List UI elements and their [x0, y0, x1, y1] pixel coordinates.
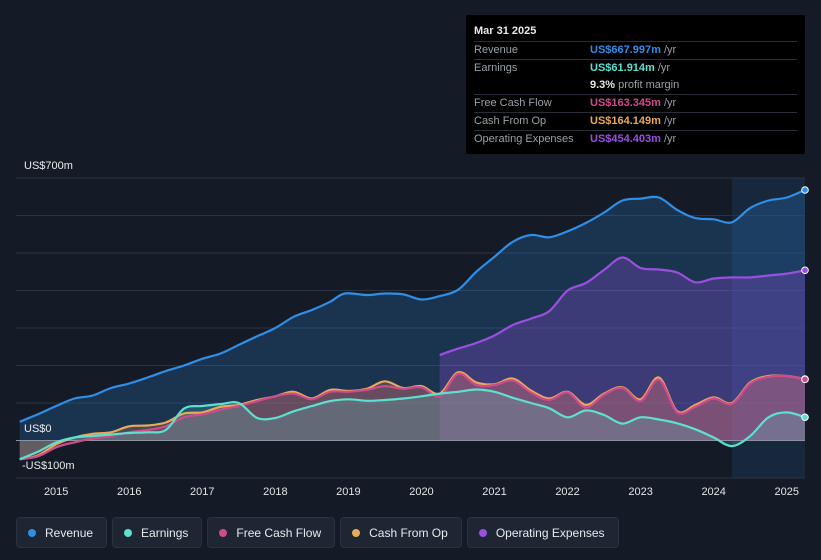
opex-line	[439, 256, 806, 357]
tooltip-unit: /yr	[663, 115, 677, 127]
tooltip-value: US$163.345m	[590, 97, 661, 109]
tooltip-profit-margin: 9.3%	[590, 79, 616, 91]
earnings-end-point	[801, 413, 809, 422]
tooltip-label: Free Cash Flow	[474, 97, 552, 109]
fcf-line	[19, 372, 806, 461]
x-tick-label: 2018	[263, 486, 287, 498]
fcf-end-point	[801, 375, 809, 384]
opex-end-point	[801, 266, 809, 275]
tooltip-unit: profit margin	[618, 79, 680, 91]
legend-revenue[interactable]: Revenue	[16, 517, 108, 548]
data-tooltip: Mar 31 2025 Revenue US$667.997m /yr Earn…	[466, 15, 805, 154]
y-label-zero: US$0	[24, 423, 52, 435]
tooltip-row-margin: 9.3% profit margin	[474, 77, 797, 94]
tooltip-unit: /yr	[663, 97, 677, 109]
tooltip-unit: /yr	[663, 133, 677, 145]
legend-dot-icon	[124, 528, 133, 537]
chart-legend: Revenue Earnings Free Cash Flow Cash Fro…	[16, 517, 619, 548]
x-tick-label: 2015	[44, 486, 68, 498]
legend-dot-icon	[352, 528, 361, 537]
legend-dot-icon	[219, 528, 228, 537]
tooltip-value: US$164.149m	[590, 115, 661, 127]
x-tick-label: 2016	[117, 486, 141, 498]
tooltip-label	[474, 77, 590, 94]
tooltip-date: Mar 31 2025	[474, 25, 537, 37]
tooltip-value: US$667.997m	[590, 44, 661, 56]
y-label-bottom: -US$100m	[22, 460, 75, 472]
legend-label: Revenue	[45, 525, 94, 540]
legend-free-cash-flow[interactable]: Free Cash Flow	[207, 517, 336, 548]
x-tick-label: 2021	[482, 486, 506, 498]
x-tick-label: 2017	[190, 486, 214, 498]
earnings-line	[19, 388, 806, 461]
tooltip-row-earnings: Earnings US$61.914m /yr	[474, 59, 797, 77]
y-label-top: US$700m	[24, 160, 73, 172]
legend-label: Cash From Op	[369, 525, 448, 540]
x-tick-label: 2023	[628, 486, 652, 498]
legend-label: Free Cash Flow	[236, 525, 322, 540]
revenue-area	[19, 190, 805, 441]
tooltip-unit: /yr	[657, 62, 671, 74]
x-tick-label: 2019	[336, 486, 360, 498]
tooltip-label: Revenue	[474, 44, 519, 56]
tooltip-row-opex: Operating Expenses US$454.403m /yr	[474, 130, 797, 148]
opex-area	[439, 257, 805, 441]
tooltip-value: US$61.914m	[590, 62, 655, 74]
legend-dot-icon	[478, 528, 487, 537]
tooltip-row-revenue: Revenue US$667.997m /yr	[474, 41, 797, 59]
legend-label: Operating Expenses	[495, 525, 605, 540]
legend-dot-icon	[28, 528, 36, 537]
tooltip-row-fcf: Free Cash Flow US$163.345m /yr	[474, 94, 797, 112]
tooltip-label: Cash From Op	[474, 115, 547, 127]
x-tick-label: 2022	[555, 486, 579, 498]
fcf-area	[19, 373, 805, 460]
legend-operating-expenses[interactable]: Operating Expenses	[466, 517, 619, 548]
x-tick-label: 2020	[409, 486, 433, 498]
revenue-end-point	[801, 186, 809, 194]
tooltip-label: Earnings	[474, 62, 518, 74]
tooltip-value: US$454.403m	[590, 133, 661, 145]
revenue-line	[19, 188, 806, 423]
legend-cash-from-op[interactable]: Cash From Op	[340, 517, 462, 548]
tooltip-unit: /yr	[663, 44, 677, 56]
x-tick-label: 2025	[774, 486, 798, 498]
legend-label: Earnings	[141, 525, 189, 540]
tooltip-row-cfo: Cash From Op US$164.149m /yr	[474, 112, 797, 130]
x-tick-label: 2024	[701, 486, 725, 498]
tooltip-label: Operating Expenses	[474, 133, 574, 145]
cfo-area	[19, 372, 805, 460]
legend-earnings[interactable]: Earnings	[112, 517, 203, 548]
